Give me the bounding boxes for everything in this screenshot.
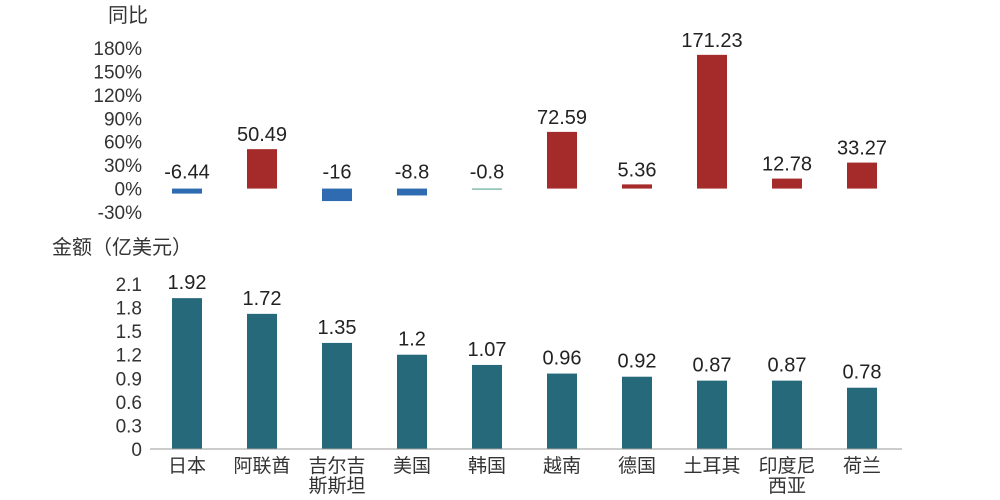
amount-tick-label: 0	[131, 440, 142, 461]
yoy-tick-label: 180%	[93, 39, 142, 60]
category-label: 韩国	[468, 455, 506, 477]
yoy-axis-label: 同比	[108, 4, 148, 27]
yoy-bar	[847, 162, 877, 189]
yoy-data-label: -8.8	[395, 162, 429, 184]
category-label: 德国	[618, 455, 656, 477]
amount-data-label: 0.92	[618, 351, 657, 373]
amount-bar	[772, 380, 802, 449]
yoy-bar	[772, 178, 802, 189]
yoy-data-label: -16	[323, 162, 352, 184]
amount-bar	[622, 376, 652, 449]
yoy-bar	[547, 131, 577, 189]
amount-bar	[697, 380, 727, 449]
yoy-bar	[622, 184, 652, 189]
yoy-bar	[322, 188, 352, 202]
amount-bar	[172, 298, 202, 449]
amount-bar	[247, 313, 277, 449]
yoy-bar	[472, 188, 502, 190]
yoy-data-label: -6.44	[164, 162, 210, 184]
yoy-tick-label: 120%	[93, 86, 142, 107]
yoy-chart: 同比 180%150% 120%90% 60%30% 0%-30% -6.44 50.4…	[93, 4, 887, 224]
yoy-data-label: 33.27	[837, 138, 887, 160]
yoy-data-label: 72.59	[537, 107, 587, 129]
amount-bar	[322, 342, 352, 449]
amount-bar	[472, 364, 502, 449]
amount-data-label: 1.92	[168, 272, 207, 294]
category-label: 吉尔吉	[308, 455, 365, 477]
amount-data-label: 0.96	[543, 348, 582, 370]
yoy-bar	[247, 149, 277, 189]
amount-data-label: 0.87	[768, 355, 807, 377]
amount-data-label: 0.87	[693, 355, 732, 377]
yoy-tick-label: 30%	[104, 156, 142, 177]
amount-axis-label: 金额（亿美元）	[52, 236, 192, 259]
category-label: 荷兰	[843, 455, 881, 477]
category-label: 阿联酋	[233, 455, 290, 477]
yoy-data-labels: -6.44 50.49 -16 -8.8 -0.8 72.59 5.36 171.23 12.7…	[164, 30, 887, 184]
category-label: 美国	[393, 455, 431, 477]
yoy-y-ticks: 180%150% 120%90% 60%30% 0%-30%	[93, 39, 142, 224]
yoy-data-label: -0.8	[470, 162, 504, 184]
yoy-data-label: 50.49	[237, 124, 287, 146]
yoy-tick-label: -30%	[98, 203, 142, 224]
yoy-tick-label: 0%	[115, 180, 143, 201]
category-label: 印度尼	[758, 455, 815, 477]
amount-data-labels: 1.92 1.72 1.35 1.2 1.07 0.96 0.92 0.87 0.87 0.78	[168, 272, 882, 384]
amount-tick-label: 1.2	[116, 346, 142, 367]
amount-chart: 金额（亿美元） 2.11.81.51.20.90.60.30 1.921.721…	[52, 236, 902, 497]
amount-tick-label: 1.8	[116, 299, 142, 320]
category-label: 越南	[543, 455, 581, 477]
amount-tick-label: 2.1	[116, 275, 142, 296]
category-label: 斯斯坦	[308, 475, 365, 497]
amount-tick-label: 0.3	[116, 416, 142, 437]
yoy-bar	[697, 54, 727, 189]
category-label: 日本	[168, 455, 206, 477]
yoy-bar	[172, 188, 202, 194]
amount-tick-label: 0.9	[116, 369, 142, 390]
yoy-data-label: 5.36	[618, 159, 657, 181]
amount-bars	[172, 298, 877, 449]
yoy-tick-label: 60%	[104, 133, 142, 154]
amount-tick-label: 1.5	[116, 322, 142, 343]
yoy-tick-label: 150%	[93, 62, 142, 83]
category-label: 西亚	[768, 476, 806, 497]
amount-data-label: 0.78	[843, 362, 882, 384]
yoy-tick-label: 90%	[104, 109, 142, 130]
category-label: 土耳其	[683, 455, 740, 477]
amount-data-label: 1.72	[243, 288, 282, 310]
amount-bar	[547, 373, 577, 449]
yoy-data-label: 12.78	[762, 154, 812, 176]
yoy-bar	[397, 188, 427, 196]
yoy-data-label: 171.23	[681, 30, 742, 52]
amount-bar	[397, 354, 427, 449]
amount-data-label: 1.07	[468, 339, 507, 361]
amount-data-label: 1.35	[318, 317, 357, 339]
amount-data-label: 1.2	[398, 329, 426, 351]
yoy-bars	[172, 54, 877, 202]
amount-y-ticks: 2.1 1.81.5 1.20.9 0.60.3 0	[116, 275, 142, 461]
amount-tick-label: 0.6	[116, 393, 142, 414]
amount-bar	[847, 387, 877, 449]
